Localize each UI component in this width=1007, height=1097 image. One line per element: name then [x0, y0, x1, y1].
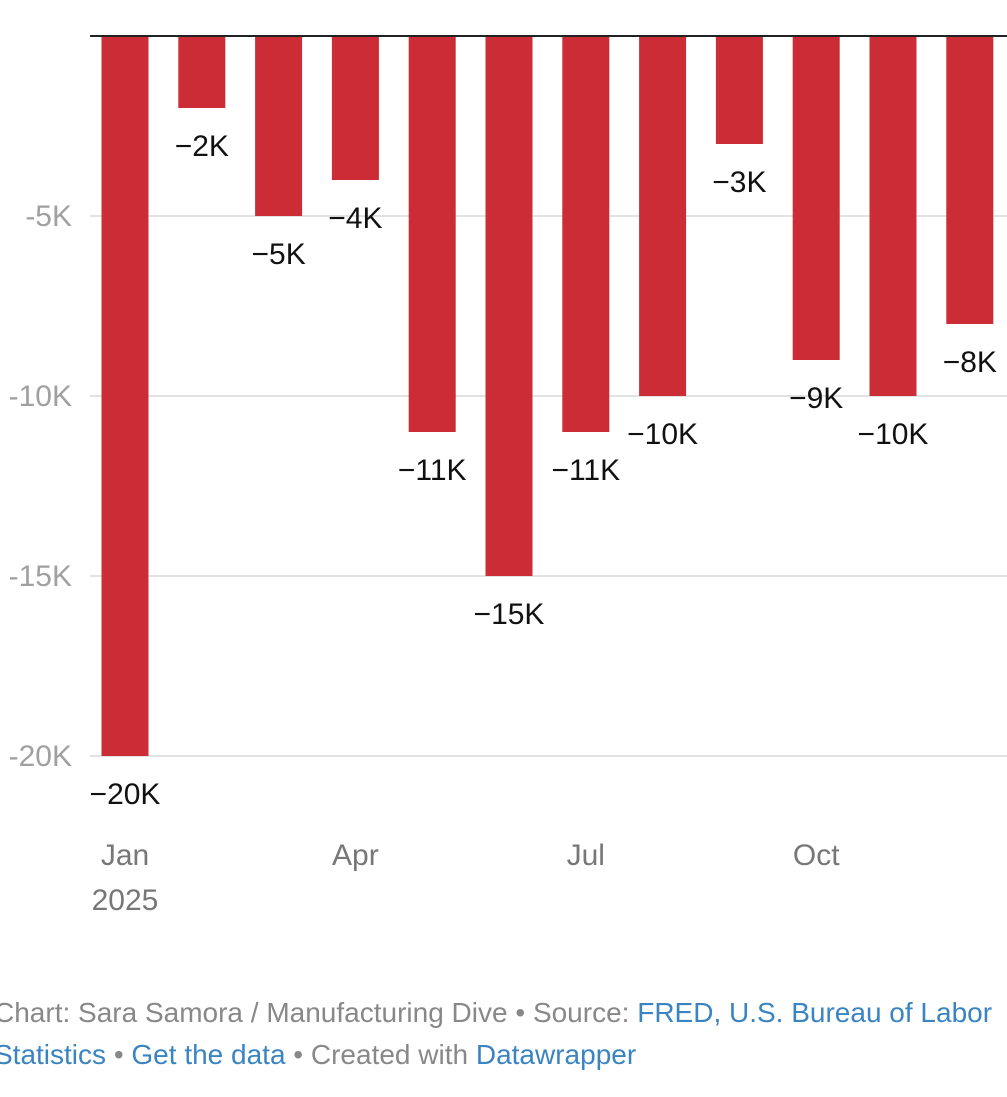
value-label: −4K — [328, 202, 382, 235]
bar — [639, 36, 687, 396]
separator: • — [293, 1039, 304, 1070]
credit: Chart: Sara Samora / Manufacturing Dive — [0, 997, 508, 1028]
get-data-link[interactable]: Get the data — [131, 1039, 286, 1070]
value-label: −3K — [712, 166, 766, 199]
separator: • — [113, 1039, 124, 1070]
x-tick-label: Jan — [101, 839, 149, 872]
x-tick-label: Jul — [567, 839, 605, 872]
bar — [792, 36, 840, 360]
value-label: −10K — [858, 418, 929, 451]
bar — [408, 36, 456, 432]
value-label: −11K — [551, 454, 620, 487]
x-tick-label: Oct — [793, 839, 840, 872]
value-label: −15K — [474, 598, 545, 631]
footer: Chart: Sara Samora / Manufacturing Dive … — [0, 992, 1007, 1076]
value-label: −9K — [789, 382, 843, 415]
y-tick-label: -10K — [9, 380, 72, 413]
bar — [255, 36, 303, 216]
created-with: Created with — [310, 1039, 469, 1070]
y-tick-label: -5K — [25, 200, 72, 233]
value-label: −8K — [943, 346, 997, 379]
bar — [946, 36, 994, 324]
chart: -5K-10K-15K-20K−20KJan−2K−5K−4KApr−11K−1… — [9, 35, 1007, 917]
value-label: −11K — [398, 454, 467, 487]
bar — [562, 36, 610, 432]
x-tick-label: Apr — [332, 839, 379, 872]
value-label: −2K — [175, 130, 229, 163]
bar — [869, 36, 917, 396]
tool-link[interactable]: Datawrapper — [475, 1039, 637, 1070]
bar — [101, 36, 149, 756]
bar — [715, 36, 763, 144]
y-tick-label: -20K — [9, 740, 72, 773]
y-tick-label: -15K — [9, 560, 72, 593]
value-label: −20K — [90, 778, 161, 811]
separator: • — [515, 997, 526, 1028]
bar — [485, 36, 533, 576]
value-label: −5K — [251, 238, 305, 271]
x-year-label: 2025 — [92, 884, 159, 917]
bar — [178, 36, 226, 108]
source-link[interactable]: FRED, U.S. Bureau of Labor Statistics — [0, 997, 993, 1070]
bar — [331, 36, 379, 180]
source-label: Source: — [532, 997, 630, 1028]
value-label: −10K — [627, 418, 698, 451]
